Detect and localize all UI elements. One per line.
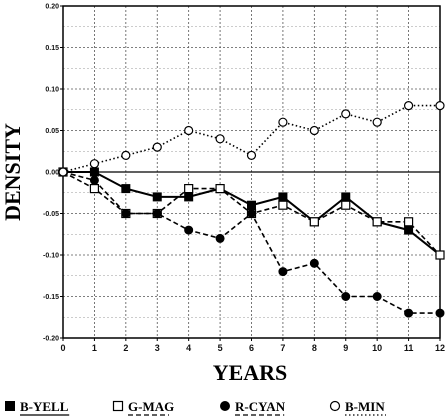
y-tick-label: -0.20 [43,336,59,343]
y-tick-label: -0.15 [43,294,59,301]
y-tick-label: 0.05 [45,128,59,135]
data-point-b-yell [152,192,162,202]
data-point-r-cyan [215,233,225,243]
data-point-r-cyan [89,175,99,185]
data-point-b-min [89,159,100,169]
x-tick-label: 8 [312,343,317,353]
data-point-g-mag [184,184,194,194]
legend-label-b-min: B-MIN [345,399,385,414]
data-point-g-mag [341,200,351,210]
data-point-b-yell [341,192,351,202]
data-point-b-min [58,167,68,177]
x-tick-label: 3 [155,343,160,353]
data-point-g-mag [435,250,445,260]
data-point-b-min [121,150,131,160]
legend: B-YELL G-MAG R-CYAN B-MIN [5,399,386,416]
data-point-r-cyan [309,258,319,268]
data-point-r-cyan [247,209,256,218]
data-point-b-yell [278,192,288,202]
data-point-b-yell [89,167,99,177]
legend-marker-b-min [329,400,341,412]
grid [62,5,441,339]
series-markers [58,100,445,318]
legend-label-b-yell: B-YELL [20,399,69,414]
x-tick-label: 2 [123,343,128,353]
data-point-b-yell [247,200,256,210]
legend-label-g-mag: G-MAG [128,399,174,414]
legend-label-r-cyan: R-CYAN [235,399,286,414]
data-point-b-min [435,100,445,111]
data-point-b-min [403,100,414,111]
data-point-g-mag [89,184,100,194]
x-tick-label: 1 [92,343,97,353]
data-point-b-min [215,134,225,144]
data-point-b-min [246,150,257,160]
x-tick-label: 4 [186,343,191,353]
x-tick-label: 6 [249,343,254,353]
y-tick-label: 0.00 [45,170,59,177]
x-tick-label: 10 [372,343,382,353]
x-tick-labels: 0 1 2 3 4 5 6 7 8 9 10 11 12 [60,338,445,353]
legend-marker-g-mag [112,400,124,412]
y-tick-label: 0.15 [45,45,59,52]
data-point-b-min [372,117,382,127]
data-point-r-cyan [278,267,288,277]
y-tick-label: -0.05 [43,211,59,218]
x-tick-label: 9 [343,343,348,353]
data-point-b-min [309,125,319,136]
data-point-g-mag [215,184,225,194]
data-point-r-cyan [341,292,351,301]
data-point-b-yell [404,225,414,235]
y-tick-label: -0.10 [43,253,59,260]
data-point-g-mag [372,217,382,227]
data-point-g-mag [278,200,288,210]
legend-marker-r-cyan [220,401,230,411]
data-point-r-cyan [372,292,382,301]
data-point-b-yell [184,192,194,202]
x-tick-label: 0 [60,343,65,353]
x-tick-label: 11 [404,343,414,353]
y-tick-label: 0.10 [45,87,59,94]
data-point-b-min [184,125,194,136]
y-axis-title: DENSITY [0,123,25,221]
x-tick-label: 12 [435,343,445,353]
data-point-b-min [278,117,288,127]
x-tick-label: 5 [218,343,223,353]
data-point-b-min [152,142,162,152]
data-point-r-cyan [121,209,131,218]
x-tick-label: 7 [280,343,285,353]
data-point-g-mag [403,217,414,227]
data-point-b-yell [121,184,131,194]
x-axis-title: YEARS [213,360,288,385]
data-point-b-min [341,109,351,119]
data-point-g-mag [309,217,319,227]
data-point-r-cyan [184,225,194,235]
data-point-r-cyan [435,308,445,318]
y-tick-labels: 0.20 0.15 0.10 0.05 0.00 -0.05 -0.10 -0.15 -0.20 [43,4,63,343]
data-point-r-cyan [404,308,414,318]
y-tick-label: 0.20 [45,4,59,11]
data-point-r-cyan [152,209,162,218]
legend-marker-b-yell [5,401,15,411]
